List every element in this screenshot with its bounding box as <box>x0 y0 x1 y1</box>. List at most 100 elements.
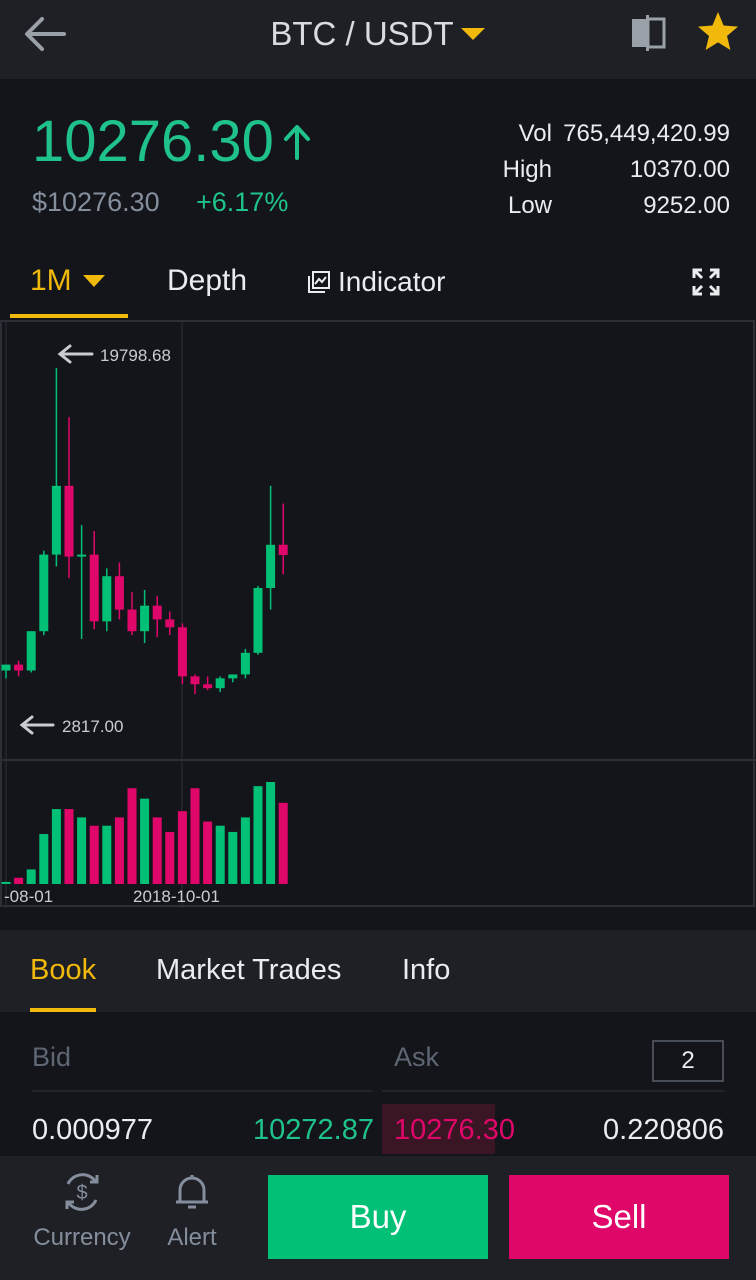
volume-bar <box>140 798 150 884</box>
bid-price: 10272.87 <box>253 1114 374 1146</box>
ask-price: 10276.30 <box>394 1114 515 1146</box>
candle-body <box>77 554 87 557</box>
interval-label: 1M <box>30 264 72 297</box>
volume-bar <box>177 811 187 884</box>
volume-bar <box>152 817 162 884</box>
candle-body <box>14 664 24 671</box>
low-value: 9252.00 <box>643 192 730 219</box>
indicator-label: Indicator <box>338 266 446 297</box>
expand-icon <box>692 268 720 296</box>
currency-label: Currency <box>33 1224 131 1251</box>
volume-bar <box>165 831 175 884</box>
min-price-label: 2817.00 <box>62 717 123 736</box>
tab-info[interactable]: Info <box>402 954 451 986</box>
active-tab-indicator <box>10 314 128 318</box>
candle-body <box>253 587 263 653</box>
volume-bar <box>51 809 61 884</box>
bid-quantity: 0.000977 <box>32 1114 153 1146</box>
alert-button[interactable]: Alert <box>158 1170 226 1252</box>
volume-bar <box>203 821 213 884</box>
low-label: Low <box>507 192 552 219</box>
candle-body <box>114 576 124 610</box>
bottom-bar: $ Currency Alert Buy Sell <box>0 1156 756 1280</box>
tab-book[interactable]: Book <box>30 954 97 986</box>
back-button[interactable] <box>20 12 72 56</box>
split-view-button[interactable] <box>626 10 672 56</box>
volume-bar <box>190 788 200 884</box>
book-tabs: Book Market Trades Info <box>0 930 756 1012</box>
ask-depth-bar <box>382 1104 495 1154</box>
candle-body <box>240 652 250 675</box>
last-price: 10276.30 <box>32 109 274 174</box>
candle-body <box>102 576 112 622</box>
high-value: 10370.00 <box>629 156 730 183</box>
candle-body <box>165 619 175 628</box>
favorite-button[interactable] <box>694 8 744 58</box>
candle-body <box>51 485 61 555</box>
buy-button[interactable]: Buy <box>268 1175 488 1259</box>
split-view-icon <box>632 15 666 51</box>
candle-body <box>140 605 150 632</box>
order-book-row[interactable]: 0.000977 10272.87 10276.30 0.220806 <box>0 1104 756 1158</box>
tab-market-trades[interactable]: Market Trades <box>156 954 342 986</box>
high-label: High <box>502 156 552 183</box>
volume-bar <box>89 825 99 884</box>
divider <box>32 1090 372 1092</box>
star-icon <box>698 12 738 50</box>
bid-header: Bid <box>32 1042 72 1072</box>
candle-body <box>228 674 238 679</box>
ask-header: Ask <box>394 1042 440 1072</box>
fullscreen-button[interactable] <box>692 268 720 296</box>
candle-body <box>1 664 11 671</box>
candle-body <box>39 554 49 632</box>
pair-selector[interactable]: BTC / USDT <box>270 0 485 68</box>
candle-body <box>215 678 225 689</box>
arrow-left-icon <box>25 17 66 51</box>
volume-bar <box>26 869 36 884</box>
tab-depth[interactable]: Depth <box>167 264 248 297</box>
indicator-icon <box>308 271 330 293</box>
volume-bar <box>278 802 288 884</box>
currency-button[interactable]: $ Currency <box>30 1170 134 1252</box>
precision-selector[interactable]: 2 <box>652 1040 724 1082</box>
last-price-group: 10276.30 <box>32 108 312 175</box>
max-price-label: 19798.68 <box>100 346 171 365</box>
pair-title: BTC / USDT <box>270 15 454 52</box>
interval-selector[interactable]: 1M <box>30 264 106 298</box>
tab-indicator[interactable]: Indicator <box>308 266 445 298</box>
volume-bar <box>102 825 112 884</box>
candle-body <box>152 605 162 620</box>
candle-body <box>203 684 213 689</box>
volume-bar <box>240 817 250 884</box>
volume-bar <box>14 877 24 884</box>
volume-bar <box>64 809 74 884</box>
candle-body <box>190 676 200 685</box>
ask-quantity: 0.220806 <box>603 1114 724 1146</box>
vol-label: Vol <box>518 120 552 147</box>
volume-bar <box>228 831 238 884</box>
arrow-up-icon <box>283 124 310 160</box>
chart-tabs: 1M Depth Indicator <box>0 244 756 320</box>
x-axis-label: -08-01 <box>4 887 53 906</box>
volume-bar <box>39 834 49 884</box>
change-percent: +6.17% <box>196 187 289 217</box>
volume-bar <box>77 817 87 884</box>
caret-down-icon <box>82 275 105 287</box>
volume-bar <box>114 817 124 884</box>
volume-bar <box>253 786 263 884</box>
max-price-annotation: 19798.68 <box>57 344 171 365</box>
alert-label: Alert <box>167 1224 217 1251</box>
divider <box>382 1090 724 1092</box>
chart-border <box>0 320 755 907</box>
x-axis-label: 2018-10-01 <box>133 887 220 906</box>
volume-bar <box>266 782 276 884</box>
ticker-panel: 10276.30 $10276.30 +6.17% Vol 765,449,42… <box>0 79 756 244</box>
candle-body <box>266 544 276 588</box>
usd-price: $10276.30 <box>32 187 160 217</box>
candle-body <box>127 609 137 632</box>
candle-body <box>26 631 36 671</box>
candlestick-chart[interactable]: 19798.68 2817.00 -08-01 2018-10-01 <box>0 320 756 908</box>
caret-down-icon <box>460 28 485 40</box>
sell-button[interactable]: Sell <box>509 1175 729 1259</box>
dollar-exchange-icon: $ <box>65 1173 99 1211</box>
